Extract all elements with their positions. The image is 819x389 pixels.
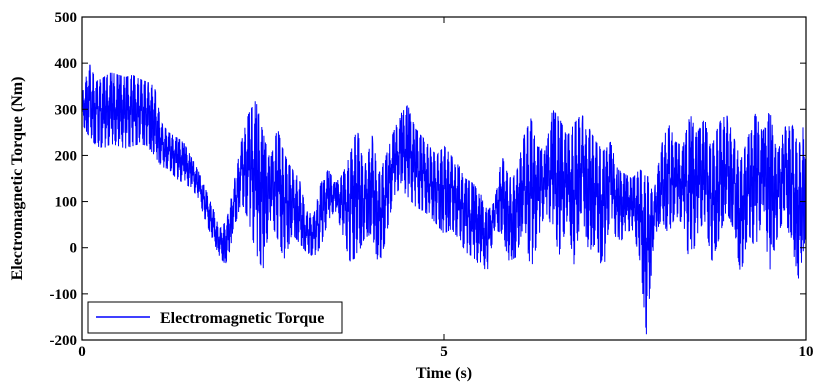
y-tick-label: 0 bbox=[70, 241, 78, 257]
x-tick-label: 10 bbox=[799, 344, 814, 360]
plot-layer bbox=[82, 64, 806, 335]
series-line-0 bbox=[82, 64, 806, 335]
legend: Electromagnetic Torque bbox=[87, 301, 343, 334]
y-axis-title: Electromagnetic Torque (Nm) bbox=[9, 77, 26, 281]
y-tick-label: -100 bbox=[50, 287, 78, 303]
y-tick-label: 300 bbox=[55, 102, 78, 118]
y-tick-label: 500 bbox=[55, 10, 78, 26]
y-tick-label: 100 bbox=[55, 195, 78, 211]
y-tick-label: -200 bbox=[50, 333, 78, 349]
ticks-layer: -200 -100 0 100 200 300 400 500 0 5 10 bbox=[50, 10, 814, 360]
x-tick-label: 0 bbox=[78, 344, 86, 360]
x-tick-label: 5 bbox=[440, 344, 448, 360]
y-tick-label: 400 bbox=[55, 56, 78, 72]
x-axis-title: Time (s) bbox=[416, 365, 472, 382]
legend-label: Electromagnetic Torque bbox=[160, 310, 324, 327]
y-tick-label: 200 bbox=[55, 148, 78, 164]
